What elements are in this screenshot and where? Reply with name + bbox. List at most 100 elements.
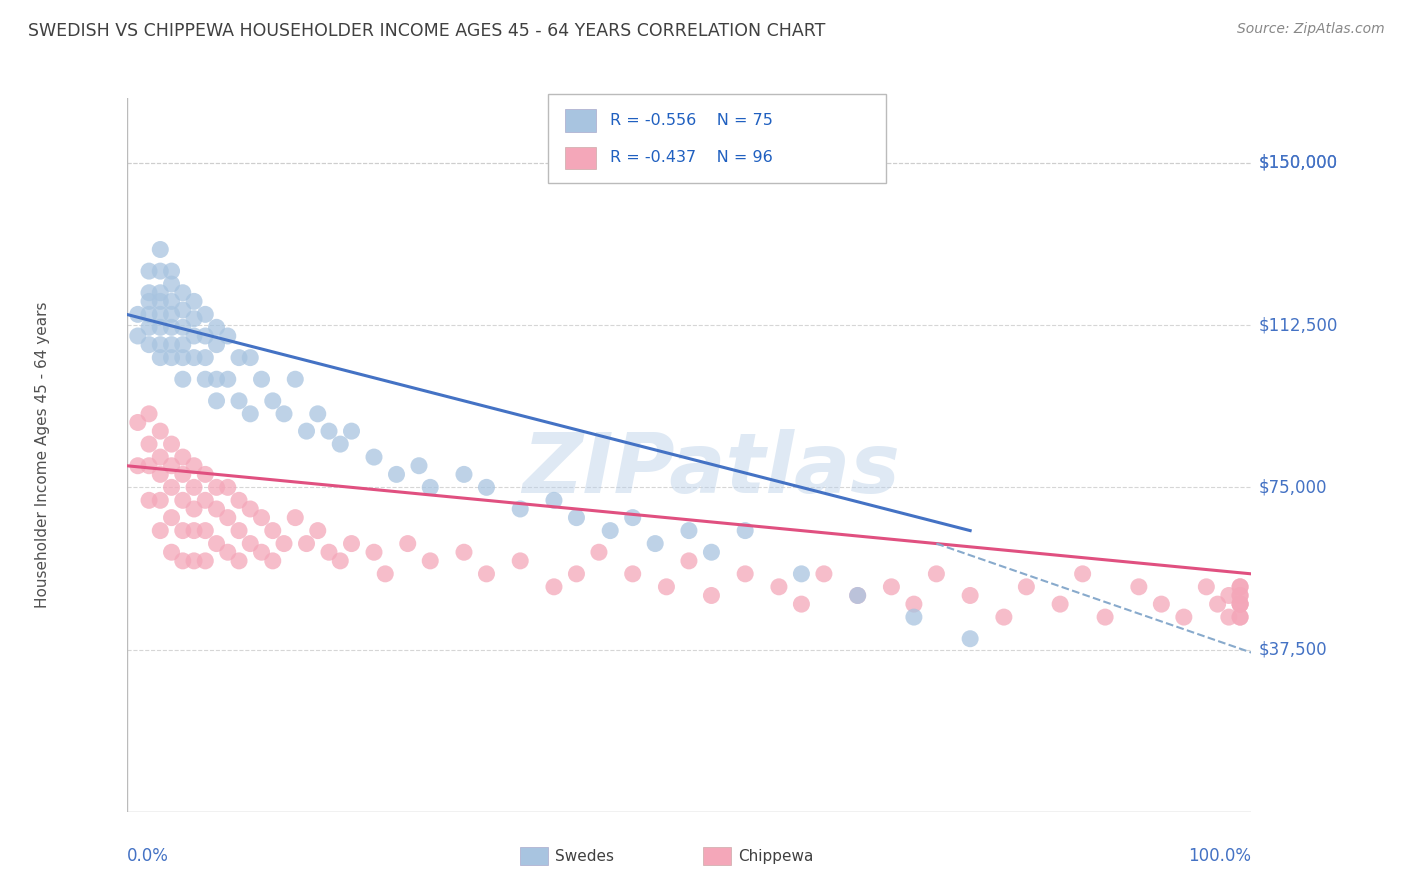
- Text: Source: ZipAtlas.com: Source: ZipAtlas.com: [1237, 22, 1385, 37]
- Point: [160, 480, 183, 494]
- Point: [160, 277, 183, 291]
- Text: 0.0%: 0.0%: [127, 847, 169, 865]
- Point: [172, 524, 194, 538]
- Point: [160, 294, 183, 309]
- Point: [1094, 610, 1116, 624]
- Point: [329, 554, 352, 568]
- Point: [138, 493, 160, 508]
- Point: [194, 524, 217, 538]
- Point: [543, 493, 565, 508]
- Text: $150,000: $150,000: [1258, 154, 1337, 172]
- Point: [194, 351, 217, 365]
- Point: [160, 320, 183, 334]
- Point: [318, 424, 340, 438]
- Point: [1206, 597, 1229, 611]
- Point: [1229, 610, 1251, 624]
- Point: [419, 554, 441, 568]
- Point: [127, 329, 149, 343]
- Point: [149, 467, 172, 482]
- Text: $150,000: $150,000: [1258, 154, 1337, 172]
- Point: [250, 372, 273, 386]
- Point: [734, 566, 756, 581]
- Point: [1229, 580, 1251, 594]
- Point: [127, 458, 149, 473]
- Text: SWEDISH VS CHIPPEWA HOUSEHOLDER INCOME AGES 45 - 64 YEARS CORRELATION CHART: SWEDISH VS CHIPPEWA HOUSEHOLDER INCOME A…: [28, 22, 825, 40]
- Text: R = -0.556    N = 75: R = -0.556 N = 75: [610, 113, 773, 128]
- Point: [621, 510, 644, 524]
- Point: [307, 407, 329, 421]
- Point: [273, 536, 295, 550]
- Point: [228, 393, 250, 408]
- Point: [1173, 610, 1195, 624]
- Point: [138, 285, 160, 300]
- Point: [1229, 610, 1251, 624]
- Point: [475, 480, 498, 494]
- Point: [160, 458, 183, 473]
- Point: [239, 351, 262, 365]
- Text: Swedes: Swedes: [555, 849, 614, 863]
- Point: [363, 450, 385, 464]
- Point: [138, 407, 160, 421]
- Point: [790, 566, 813, 581]
- Point: [1015, 580, 1038, 594]
- Point: [262, 524, 284, 538]
- Point: [138, 337, 160, 351]
- Point: [149, 524, 172, 538]
- Point: [172, 493, 194, 508]
- Point: [475, 566, 498, 581]
- Point: [149, 424, 172, 438]
- Text: ZIPatlas: ZIPatlas: [523, 429, 900, 509]
- Point: [588, 545, 610, 559]
- Point: [284, 372, 307, 386]
- Point: [127, 307, 149, 321]
- Text: $75,000: $75,000: [1258, 478, 1327, 496]
- Point: [149, 493, 172, 508]
- Point: [565, 566, 588, 581]
- Point: [250, 510, 273, 524]
- Point: [205, 502, 228, 516]
- Point: [621, 566, 644, 581]
- Point: [543, 580, 565, 594]
- Point: [183, 294, 205, 309]
- Point: [340, 536, 363, 550]
- Point: [644, 536, 666, 550]
- Point: [295, 536, 318, 550]
- Point: [329, 437, 352, 451]
- Text: 100.0%: 100.0%: [1188, 847, 1251, 865]
- Point: [846, 589, 869, 603]
- Point: [183, 311, 205, 326]
- Point: [1150, 597, 1173, 611]
- Point: [239, 407, 262, 421]
- Point: [205, 536, 228, 550]
- Point: [194, 307, 217, 321]
- Point: [183, 351, 205, 365]
- Text: $37,500: $37,500: [1258, 640, 1327, 658]
- Point: [565, 510, 588, 524]
- Point: [1229, 597, 1251, 611]
- Point: [262, 393, 284, 408]
- Point: [396, 536, 419, 550]
- Point: [1218, 589, 1240, 603]
- Point: [959, 632, 981, 646]
- Point: [172, 372, 194, 386]
- Text: Householder Income Ages 45 - 64 years: Householder Income Ages 45 - 64 years: [35, 301, 49, 608]
- Point: [734, 524, 756, 538]
- Point: [194, 467, 217, 482]
- Point: [228, 554, 250, 568]
- Point: [138, 264, 160, 278]
- Point: [239, 502, 262, 516]
- Point: [149, 450, 172, 464]
- Point: [1128, 580, 1150, 594]
- Point: [959, 589, 981, 603]
- Point: [172, 351, 194, 365]
- Point: [880, 580, 903, 594]
- Point: [678, 554, 700, 568]
- Point: [1229, 589, 1251, 603]
- Point: [160, 264, 183, 278]
- Point: [194, 372, 217, 386]
- Point: [149, 294, 172, 309]
- Point: [160, 337, 183, 351]
- Point: [127, 416, 149, 430]
- Point: [138, 320, 160, 334]
- Point: [1229, 597, 1251, 611]
